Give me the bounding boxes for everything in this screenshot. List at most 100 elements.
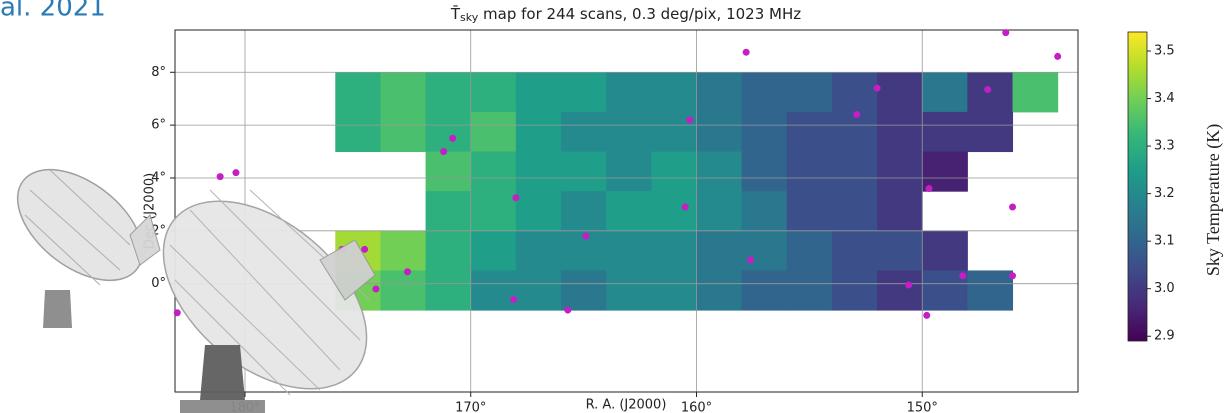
heat-cell [515,151,562,192]
heat-cell [786,230,833,271]
source-point [216,173,224,181]
heat-cell [335,72,381,113]
source-point [173,309,181,317]
citation: al. 2021 [0,0,106,23]
heat-cell [831,230,878,271]
source-point [440,148,448,156]
small-feed [129,214,161,266]
heat-cell [786,191,833,232]
y-tick-label: 0° [151,276,166,291]
heat-cell [831,191,878,232]
heat-cell [561,191,607,232]
heat-cell [831,111,878,153]
telescope-illustration [16,168,376,413]
title-symbol: T̄ [450,4,461,23]
heat-cell [922,151,968,192]
small-frame [24,169,131,286]
heat-cell [651,230,697,271]
x-axis-label: R. A. (J2000) [586,398,667,413]
heat-cell [425,111,472,153]
source-point [873,84,881,92]
heat-cell [380,270,427,311]
x-tick-label: 170° [455,401,486,413]
heat-cell [877,151,923,192]
source-point [449,134,457,142]
y-tick-label: 4° [151,170,166,185]
source-point [582,232,590,240]
heat-cell [425,230,472,271]
colorbar-tick-label: 3.4 [1154,91,1175,106]
heat-cell [696,111,743,153]
heat-cell [922,72,968,113]
heat-cell [696,230,743,271]
source-point [1002,29,1010,37]
heat-cell [741,151,788,192]
heat-cell [515,111,562,153]
colorbar-tick-label: 3.1 [1154,234,1175,249]
heat-cell [831,270,878,311]
source-point [512,194,520,202]
title-subscript: sky [460,11,479,24]
heat-cell [651,270,697,311]
heat-cell [922,111,968,153]
heat-cell [696,151,743,192]
colorbar-tick-label: 2.9 [1154,329,1175,344]
heat-cell [877,270,923,311]
source-point [747,256,755,264]
heat-cell [606,191,652,232]
heat-cell [606,230,652,271]
heat-cell [967,111,1014,153]
small-dish [16,168,144,282]
colorbar-tick-label: 3.5 [1154,44,1175,59]
source-point [925,185,933,193]
heat-cell [561,151,607,192]
source-point [853,111,861,119]
heat-cell [425,191,472,232]
heat-cell [696,270,743,311]
colorbar-tick-label: 3.3 [1154,139,1175,154]
heat-cell [922,230,968,271]
heat-cell [786,270,833,311]
source-point [905,281,913,289]
heat-cell [786,151,833,192]
heat-cell [651,72,697,113]
x-tick-label: 150° [907,401,938,413]
heat-cell [741,270,788,311]
heat-cell [967,270,1014,311]
heat-cell [786,111,833,153]
source-point [742,48,750,56]
source-point [984,85,992,93]
heat-cell [515,191,562,232]
source-point [564,306,572,314]
heat-cell [470,111,517,153]
large-pedestal [200,345,245,400]
heat-cell [1012,72,1059,113]
x-tick-label: 160° [681,401,712,413]
large-base [180,400,265,413]
heat-cell [651,151,697,192]
heat-cell [425,72,472,113]
heat-cell [515,230,562,271]
source-point [1009,272,1017,280]
heat-cell [877,191,923,232]
source-point [1009,203,1017,211]
heat-cell [561,111,607,153]
heat-cell [741,191,788,232]
y-tick-label: 6° [151,118,166,133]
source-point [372,285,380,293]
large-feed [319,239,376,301]
colorbar [1127,31,1148,342]
heat-cell [651,191,697,232]
heat-cell [741,72,788,113]
heat-cell [606,72,652,113]
heat-cell [380,72,427,113]
heat-cell [877,72,923,113]
heat-cell [561,270,607,311]
heat-cell [515,270,562,311]
source-point [686,116,694,124]
source-point [1054,52,1062,60]
heat-cell [831,72,878,113]
heat-cell [425,270,472,311]
source-point [404,268,412,276]
